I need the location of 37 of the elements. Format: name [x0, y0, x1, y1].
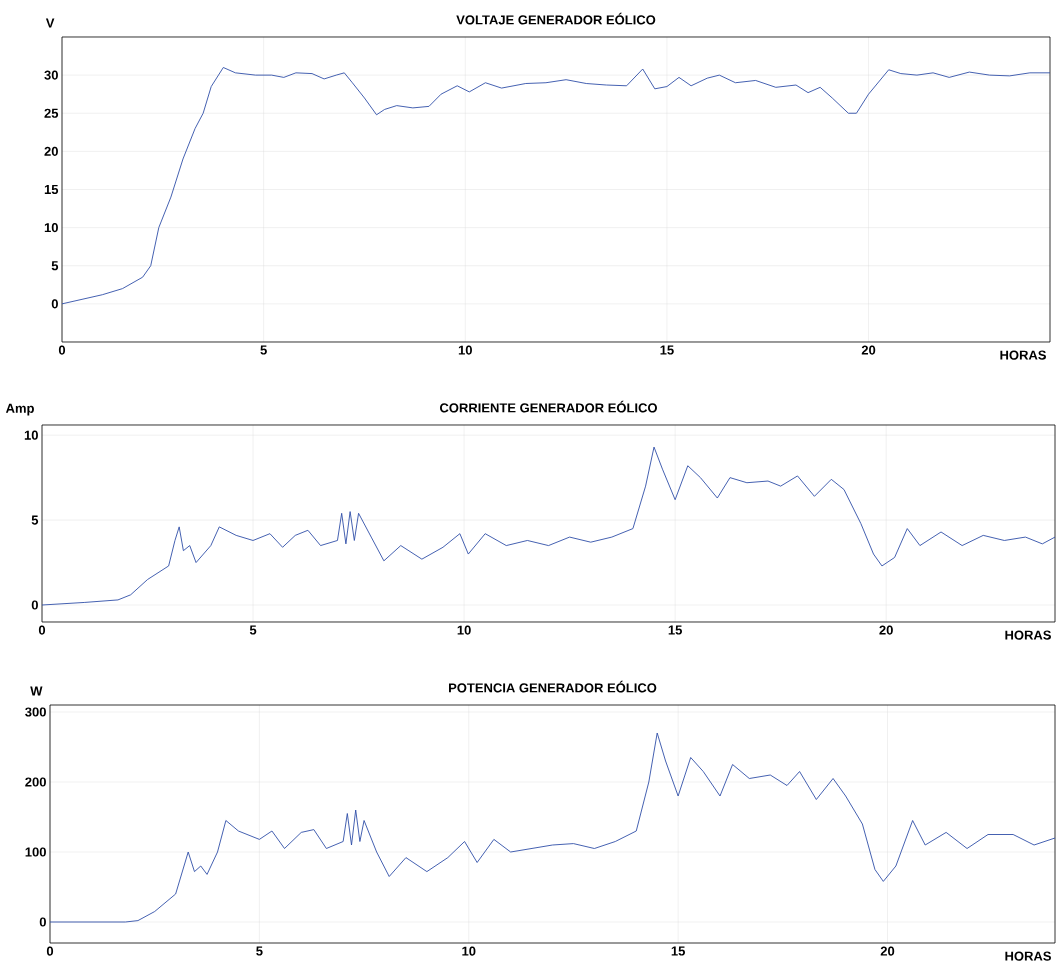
line-series	[42, 446, 1055, 606]
y-tick-label: 0	[51, 299, 58, 309]
y-tick-label: 300	[25, 707, 46, 717]
x-axis-title: HORAS	[1005, 951, 1051, 961]
y-axis-title: V	[45, 18, 55, 28]
x-tick-label: 20	[861, 345, 876, 355]
y-tick-label: 0	[39, 917, 46, 927]
x-tick-label: 5	[256, 946, 263, 956]
y-tick-label: 100	[25, 847, 46, 857]
chart-title: POTENCIA GENERADOR EÓLICO	[449, 680, 657, 693]
x-axis-title: HORAS	[1000, 350, 1046, 360]
x-tick-label: 0	[58, 345, 66, 355]
y-tick-label: 10	[44, 223, 58, 233]
y-axis-title: Amp	[5, 403, 34, 416]
y-tick-label: 0	[31, 600, 38, 610]
y-tick-label: 5	[51, 261, 59, 271]
y-tick-label: 15	[44, 184, 59, 195]
y-tick-label: 5	[31, 515, 39, 525]
x-tick-label: 10	[458, 345, 472, 355]
y-tick-label: 25	[44, 108, 59, 118]
x-tick-label: 10	[462, 946, 476, 956]
x-tick-label: 20	[880, 946, 895, 956]
x-tick-label: 20	[879, 625, 893, 635]
x-tick-label: 5	[249, 625, 257, 635]
x-tick-label: 15	[671, 946, 685, 956]
y-tick-label: 30	[44, 70, 58, 80]
y-axis-title: W	[30, 686, 43, 696]
y-tick-label: 20	[44, 146, 58, 156]
x-axis-title: HORAS	[1005, 630, 1051, 640]
x-tick-label: 5	[260, 345, 267, 355]
y-tick-label: 200	[25, 777, 46, 787]
chart-title: VOLTAJE GENERADOR EÓLICO	[456, 12, 656, 25]
x-tick-label: 15	[668, 625, 682, 635]
x-tick-label: 15	[660, 345, 674, 355]
y-tick-label: 10	[24, 430, 38, 440]
chart-title: CORRIENTE GENERADOR EÓLICO	[439, 400, 657, 413]
x-tick-label: 10	[457, 625, 471, 635]
